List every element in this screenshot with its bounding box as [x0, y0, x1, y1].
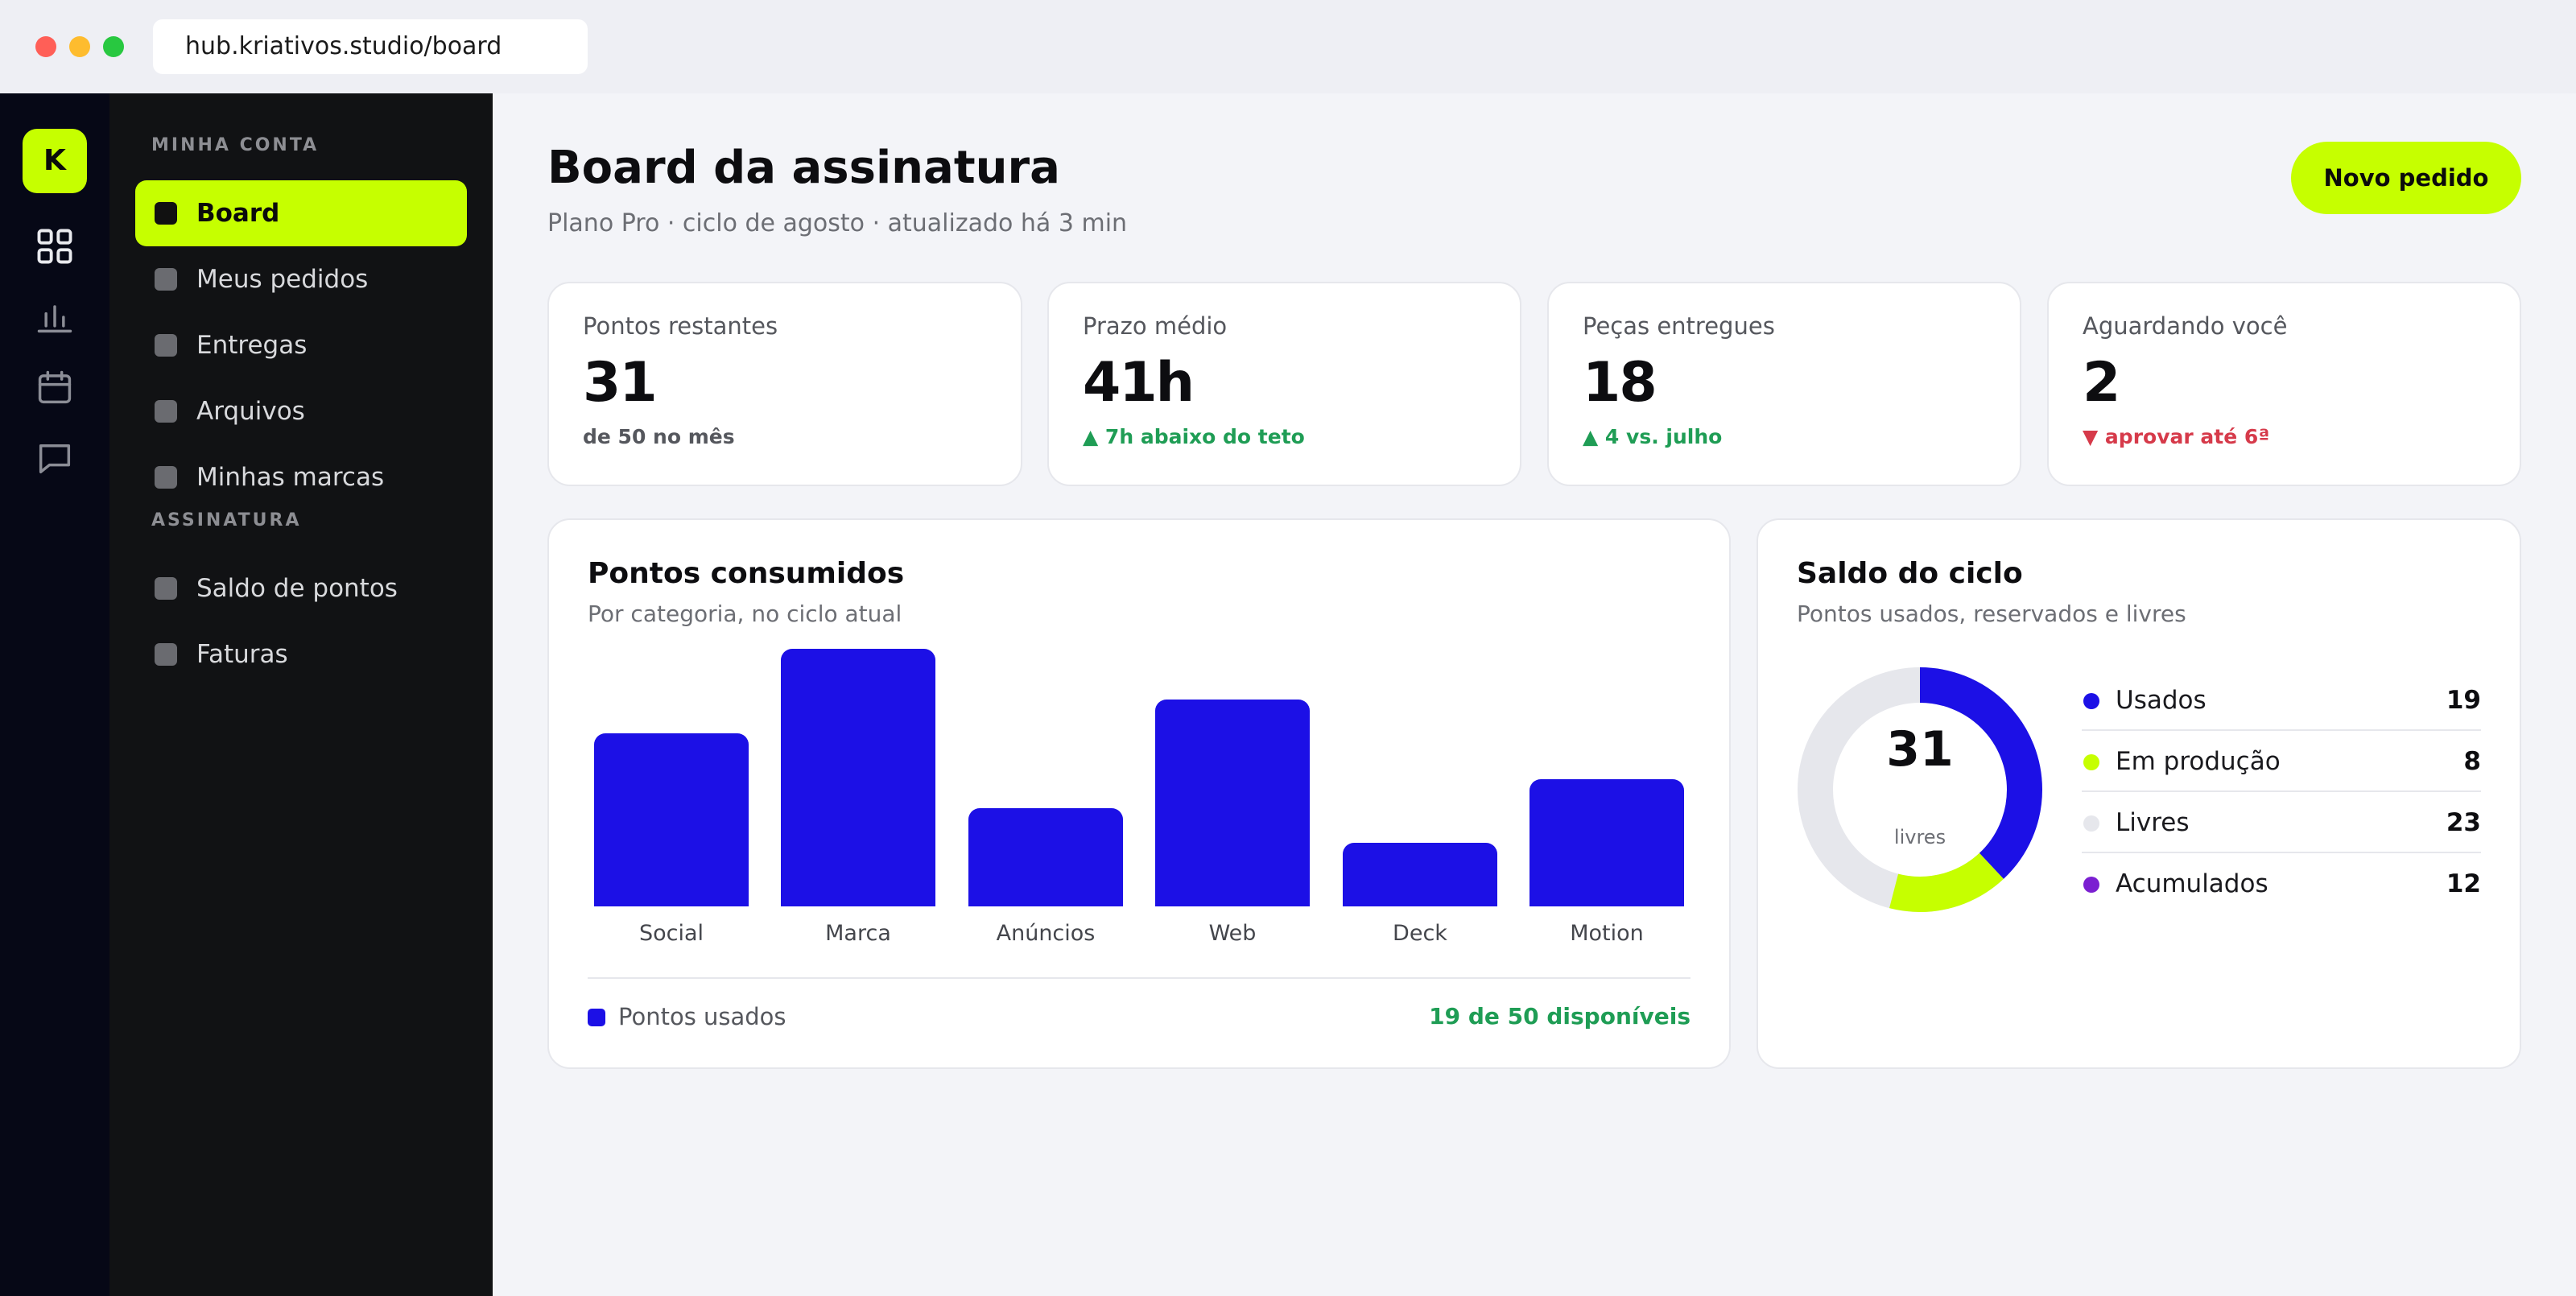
legend-dot	[2083, 877, 2099, 893]
stat-label: Peças entregues	[1583, 312, 1775, 340]
bar-motion[interactable]	[1530, 779, 1684, 906]
sidebar-item-label: Minhas marcas	[196, 463, 385, 492]
legend-dot	[2083, 754, 2099, 770]
legend-row-accumulated: Acumulados 12	[2082, 853, 2481, 914]
square-icon	[155, 577, 177, 600]
legend-dot	[2083, 693, 2099, 709]
sidebar-item-label: Board	[196, 199, 280, 228]
calendar-icon[interactable]	[34, 367, 76, 409]
square-icon	[155, 334, 177, 357]
legend-row-free: Livres 23	[2082, 792, 2481, 853]
legend-name: Em produção	[2116, 747, 2281, 776]
sidebar-item-label: Arquivos	[196, 397, 305, 426]
panel-subtitle: Por categoria, no ciclo atual	[588, 601, 902, 627]
sidebar-item-invoices[interactable]: Faturas	[135, 621, 467, 687]
icon-rail: K	[0, 93, 109, 1296]
legend-name: Usados	[2116, 686, 2207, 715]
legend-value: 23	[2446, 808, 2481, 837]
bar-label: Social	[638, 921, 704, 946]
stat-note: de 50 no mês	[583, 425, 735, 448]
donut-slice-usados	[1798, 667, 2042, 912]
panel-title: Saldo do ciclo	[1797, 557, 2023, 590]
chart-divider	[588, 977, 1690, 979]
new-order-button[interactable]: Novo pedido	[2291, 142, 2521, 214]
section-label-subscription: ASSINATURA	[151, 510, 302, 530]
square-icon	[155, 643, 177, 666]
bar-label: Web	[1208, 921, 1257, 946]
stat-label: Prazo médio	[1083, 312, 1228, 340]
sidebar-item-label: Saldo de pontos	[196, 574, 398, 603]
page-subtitle: Plano Pro · ciclo de agosto · atualizado…	[547, 209, 1128, 237]
cycle-balance-panel: Saldo do ciclo Pontos usados, reservados…	[1757, 518, 2521, 1069]
sidebar-item-label: Meus pedidos	[196, 265, 369, 294]
legend-value: 12	[2446, 869, 2481, 898]
legend-label: Pontos usados	[618, 1003, 786, 1030]
window-maximize-button[interactable]	[103, 36, 124, 57]
chat-icon[interactable]	[34, 438, 76, 480]
square-icon	[155, 268, 177, 291]
bar-social[interactable]	[594, 733, 749, 906]
legend-value: 19	[2446, 686, 2481, 715]
legend-dot	[2083, 815, 2099, 832]
section-label-account: MINHA CONTA	[151, 135, 320, 155]
stat-note: ▲ 7h abaixo do teto	[1083, 425, 1305, 448]
stat-card-awaiting-you: Aguardando você 2 ▼ aprovar até 6ª	[2047, 282, 2521, 486]
bar-label: Motion	[1570, 921, 1644, 946]
browser-chrome: hub.kriativos.studio/board	[0, 0, 2576, 93]
page-title: Board da assinatura	[547, 142, 1060, 194]
donut-chart	[1798, 667, 2042, 912]
legend-row-used: Usados 19	[2082, 670, 2481, 731]
bar-anúncios[interactable]	[968, 808, 1123, 906]
address-bar[interactable]: hub.kriativos.studio/board	[153, 19, 588, 74]
stat-note: ▼ aprovar até 6ª	[2083, 425, 2270, 448]
donut-slice-em-produção	[1798, 667, 2042, 912]
sidebar-item-deliveries[interactable]: Entregas	[135, 312, 467, 378]
stat-value: 2	[2083, 351, 2120, 415]
bar-label: Anúncios	[996, 921, 1096, 946]
donut-center-caption: livres	[1893, 826, 1946, 848]
stat-card-points-remaining: Pontos restantes 31 de 50 no mês	[547, 282, 1022, 486]
square-icon	[155, 400, 177, 423]
donut-center-value: 31	[1886, 721, 1954, 778]
sidebar-item-orders[interactable]: Meus pedidos	[135, 246, 467, 312]
stat-card-average-deadline: Prazo médio 41h ▲ 7h abaixo do teto	[1047, 282, 1521, 486]
legend-swatch-points-used	[588, 1009, 605, 1026]
panel-title: Pontos consumidos	[588, 557, 905, 590]
sidebar-item-files[interactable]: Arquivos	[135, 378, 467, 444]
bar-web[interactable]	[1155, 700, 1310, 906]
legend-name: Acumulados	[2116, 869, 2268, 898]
sidebar-item-label: Faturas	[196, 640, 288, 669]
bar-label: Marca	[825, 921, 891, 946]
square-icon	[155, 466, 177, 489]
stat-label: Aguardando você	[2083, 312, 2288, 340]
stat-note: ▲ 4 vs. julho	[1583, 425, 1723, 448]
bar-marca[interactable]	[781, 649, 935, 906]
square-icon	[155, 202, 177, 225]
sidebar-item-label: Entregas	[196, 331, 308, 360]
grid-icon[interactable]	[34, 225, 76, 267]
window-close-button[interactable]	[35, 36, 56, 57]
brand-logo[interactable]: K	[23, 129, 87, 193]
legend-row-in-production: Em produção 8	[2082, 731, 2481, 792]
legend-value: 8	[2463, 747, 2481, 776]
panel-subtitle: Pontos usados, reservados e livres	[1797, 601, 2186, 627]
bar-label: Deck	[1393, 921, 1447, 946]
stat-label: Pontos restantes	[583, 312, 778, 340]
available-points-label: 19 de 50 disponíveis	[1429, 1003, 1690, 1030]
stat-value: 41h	[1083, 351, 1195, 415]
stat-value: 18	[1583, 351, 1657, 415]
stat-card-pieces-delivered: Peças entregues 18 ▲ 4 vs. julho	[1547, 282, 2021, 486]
stat-value: 31	[583, 351, 658, 415]
legend-name: Livres	[2116, 808, 2190, 837]
bar-deck[interactable]	[1343, 843, 1497, 906]
sidebar-item-points-balance[interactable]: Saldo de pontos	[135, 555, 467, 621]
sidebar-nav: MINHA CONTA Board Meus pedidos Entregas …	[109, 93, 493, 1296]
bar-chart-icon[interactable]	[34, 296, 76, 338]
sidebar-item-brands[interactable]: Minhas marcas	[135, 444, 467, 510]
window-minimize-button[interactable]	[69, 36, 90, 57]
sidebar-item-board[interactable]: Board	[135, 180, 467, 246]
